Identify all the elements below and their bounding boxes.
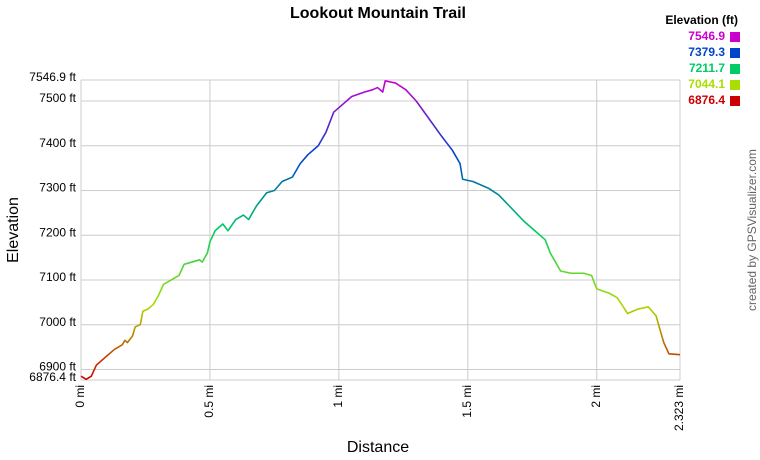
legend-label: 7379.3 (688, 45, 725, 59)
y-tick-label: 7500 ft (39, 91, 76, 105)
elevation-line (80, 80, 681, 381)
y-tick-label: 7400 ft (39, 136, 76, 150)
legend-label: 7546.9 (688, 29, 725, 43)
legend-label: 6876.4 (688, 93, 725, 107)
x-tick-label: 1.5 mi (460, 385, 474, 418)
legend-swatch (730, 32, 740, 42)
legend-title: Elevation (ft) (665, 13, 738, 27)
y-tick-label: 6876.4 ft (29, 370, 76, 384)
y-tick-label: 7100 ft (39, 270, 76, 284)
chart-title: Lookout Mountain Trail (290, 5, 466, 22)
y-tick-label: 6900 ft (39, 360, 76, 374)
x-tick-label: 1 mi (331, 385, 345, 408)
y-tick-label: 7300 ft (39, 181, 76, 195)
legend-swatch (730, 48, 740, 58)
legend-label: 7211.7 (689, 61, 725, 75)
legend-swatch (730, 64, 740, 74)
credit: created by GPSVisualizer.com (745, 149, 759, 311)
x-tick-label: 0.5 mi (202, 385, 216, 418)
legend-swatch (730, 80, 740, 90)
x-tick-label: 0 mi (73, 385, 87, 408)
legend-swatch (730, 96, 740, 106)
x-tick-label: 2 mi (589, 385, 603, 408)
y-tick-label: 7000 ft (39, 315, 76, 329)
x-tick-label: 2.323 mi (672, 385, 686, 431)
x-axis-title: Distance (347, 439, 409, 456)
legend-label: 7044.1 (688, 77, 725, 91)
y-tick-label: 7546.9 ft (29, 70, 76, 84)
y-tick-label: 7200 ft (39, 225, 76, 239)
y-axis-title: Elevation (5, 197, 22, 263)
